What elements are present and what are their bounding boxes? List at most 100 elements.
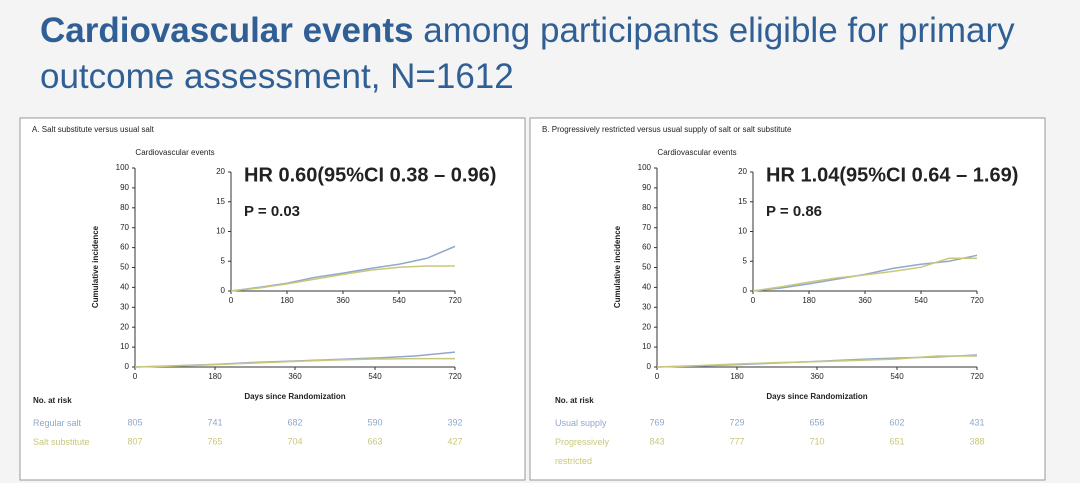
at-risk-number: 392 <box>447 417 462 427</box>
y-tick-label: 10 <box>642 342 651 351</box>
x-tick-label: 0 <box>655 372 660 381</box>
y-tick-label: 15 <box>738 197 747 206</box>
legend-label: Progressively restricted <box>555 437 610 466</box>
legend-label: Usual supply <box>555 418 607 428</box>
series-line <box>134 357 455 368</box>
risk-label: No. at risk <box>555 396 594 405</box>
at-risk-number: 843 <box>649 436 664 446</box>
x-tick-label: 0 <box>229 296 234 305</box>
y-tick-label: 80 <box>120 203 129 212</box>
x-tick-label: 540 <box>914 296 928 305</box>
x-tick-label: 360 <box>336 296 350 305</box>
x-axis-label: Days since Randomization <box>766 392 867 401</box>
p-annotation: P = 0.03 <box>244 203 300 220</box>
x-tick-label: 180 <box>802 296 816 305</box>
title-bold: Cardiovascular events <box>40 11 414 50</box>
at-risk-number: 663 <box>367 436 382 446</box>
x-tick-label: 360 <box>858 296 872 305</box>
y-tick-label: 30 <box>120 302 129 311</box>
at-risk-number: 729 <box>729 417 744 427</box>
x-tick-label: 720 <box>448 372 462 381</box>
y-axis-label: Cumulative incidence <box>91 225 100 308</box>
y-tick-label: 10 <box>120 342 129 351</box>
x-tick-label: 540 <box>890 372 904 381</box>
y-tick-label: 80 <box>642 203 651 212</box>
at-risk-number: 682 <box>287 417 302 427</box>
y-tick-label: 60 <box>120 243 129 252</box>
legend-label: Salt substitute <box>33 437 90 447</box>
at-risk-number: 710 <box>809 436 824 446</box>
at-risk-number: 651 <box>889 436 904 446</box>
p-annotation: P = 0.86 <box>766 203 822 220</box>
legend-entry: Regular salt <box>33 418 82 428</box>
x-tick-label: 180 <box>208 372 222 381</box>
y-tick-label: 100 <box>638 163 652 172</box>
at-risk-number: 777 <box>729 436 744 446</box>
y-tick-label: 20 <box>642 322 651 331</box>
at-risk-number: 805 <box>127 417 142 427</box>
y-tick-label: 5 <box>743 256 748 265</box>
x-axis-label: Days since Randomization <box>244 392 345 401</box>
at-risk-number: 704 <box>287 436 302 446</box>
series-line <box>230 265 455 292</box>
x-tick-label: 720 <box>970 296 984 305</box>
y-tick-label: 40 <box>642 283 651 292</box>
y-tick-label: 0 <box>647 362 652 371</box>
at-risk-number: 590 <box>367 417 382 427</box>
y-tick-label: 70 <box>642 223 651 232</box>
y-tick-label: 10 <box>738 227 747 236</box>
y-tick-label: 15 <box>216 197 225 206</box>
panel-label: B. Progressively restricted versus usual… <box>542 125 792 134</box>
legend-entry: Salt substitute <box>33 437 90 447</box>
y-tick-label: 50 <box>120 263 129 272</box>
hr-annotation: HR 1.04(95%CI 0.64 – 1.69) <box>766 164 1018 186</box>
chart-title: Cardiovascular events <box>657 148 736 157</box>
at-risk-number: 602 <box>889 417 904 427</box>
x-tick-label: 360 <box>810 372 824 381</box>
inset-bg <box>754 170 980 292</box>
y-tick-label: 0 <box>125 362 130 371</box>
title-rest: among participants eligible for primary … <box>40 11 1015 96</box>
y-tick-label: 0 <box>743 286 748 295</box>
y-tick-label: 0 <box>221 286 226 295</box>
legend-label: Regular salt <box>33 418 82 428</box>
chart-title: Cardiovascular events <box>135 148 214 157</box>
series-line <box>752 257 977 292</box>
x-tick-label: 540 <box>392 296 406 305</box>
legend-entry: Progressively restricted <box>555 437 610 466</box>
series-line <box>656 355 977 368</box>
risk-label: No. at risk <box>33 396 72 405</box>
at-risk-number: 656 <box>809 417 824 427</box>
legend-entry: Usual supply <box>555 418 607 428</box>
y-axis-label: Cumulative incidence <box>613 225 622 308</box>
at-risk-number: 431 <box>969 417 984 427</box>
y-tick-label: 10 <box>216 227 225 236</box>
y-tick-label: 60 <box>642 243 651 252</box>
x-tick-label: 720 <box>970 372 984 381</box>
panel-label: A. Salt substitute versus usual salt <box>32 125 155 134</box>
at-risk-number: 388 <box>969 436 984 446</box>
at-risk-number: 765 <box>207 436 222 446</box>
inset-bg <box>232 170 458 292</box>
at-risk-number: 427 <box>447 436 462 446</box>
y-tick-label: 90 <box>120 183 129 192</box>
at-risk-number: 807 <box>127 436 142 446</box>
x-tick-label: 540 <box>368 372 382 381</box>
y-tick-label: 70 <box>120 223 129 232</box>
slide-title: Cardiovascular events among participants… <box>40 8 1020 100</box>
y-tick-label: 50 <box>642 263 651 272</box>
y-tick-label: 20 <box>120 322 129 331</box>
at-risk-number: 769 <box>649 417 664 427</box>
y-tick-label: 100 <box>116 163 130 172</box>
y-tick-label: 40 <box>120 283 129 292</box>
at-risk-number: 741 <box>207 417 222 427</box>
y-tick-label: 20 <box>738 167 747 176</box>
x-tick-label: 180 <box>280 296 294 305</box>
hr-annotation: HR 0.60(95%CI 0.38 – 0.96) <box>244 164 496 186</box>
y-tick-label: 90 <box>642 183 651 192</box>
x-tick-label: 720 <box>448 296 462 305</box>
x-tick-label: 360 <box>288 372 302 381</box>
y-tick-label: 30 <box>642 302 651 311</box>
